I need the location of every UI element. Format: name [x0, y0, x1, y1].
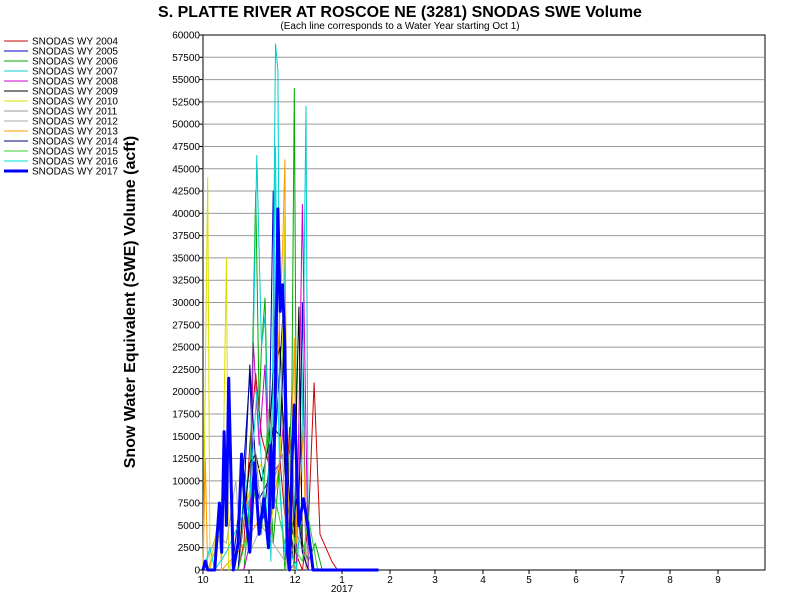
- y-tick-label: 25000: [172, 343, 200, 354]
- x-tick-label: 7: [619, 575, 625, 586]
- y-tick-label: 45000: [172, 164, 200, 175]
- y-tick-label: 30000: [172, 298, 200, 309]
- y-tick-label: 37500: [172, 231, 200, 242]
- x-tick-label: 10: [197, 575, 209, 586]
- y-tick-label: 42500: [172, 187, 200, 198]
- y-tick-label: 22500: [172, 365, 200, 376]
- x-axis: 10 11 12 1 2 3 4 5 6 7 8 9: [197, 570, 721, 586]
- x-tick-label: 3: [432, 575, 438, 586]
- y-tick-label: 0: [194, 566, 200, 577]
- legend-item-label: SNODAS WY 2014: [32, 137, 118, 148]
- x-tick-label: 12: [289, 575, 301, 586]
- y-tick-label: 55000: [172, 75, 200, 86]
- legend-item-label: SNODAS WY 2007: [32, 67, 118, 78]
- x-tick-label: 6: [573, 575, 579, 586]
- series-line-snodas-wy-2009: [237, 306, 309, 571]
- series-line-snodas-wy-2017: [201, 207, 379, 572]
- series-layer: [201, 43, 379, 572]
- chart-subtitle: (Each line corresponds to a Water Year s…: [280, 21, 519, 32]
- x-tick-label: 1: [339, 575, 345, 586]
- legend-item-label: SNODAS WY 2017: [32, 167, 118, 178]
- x-tick-label: 8: [667, 575, 673, 586]
- legend-item-label: SNODAS WY 2010: [32, 97, 118, 108]
- legend-item-label: SNODAS WY 2016: [32, 157, 118, 168]
- series-line-snodas-wy-2016: [202, 146, 298, 571]
- x-tick-label: 11: [244, 575, 255, 586]
- x-axis-year-label: 2017: [331, 584, 354, 595]
- chart-title: S. PLATTE RIVER AT ROSCOE NE (3281) SNOD…: [158, 4, 642, 21]
- y-tick-label: 35000: [172, 253, 200, 264]
- y-tick-label: 40000: [172, 209, 200, 220]
- y-tick-label: 15000: [172, 432, 200, 443]
- series-line-snodas-wy-2008: [243, 203, 309, 571]
- y-axis: 0 2500 5000 7500 10000 12500 15000 17500 20000 22…: [172, 31, 203, 577]
- y-tick-label: 57500: [172, 53, 200, 64]
- legend-item-label: SNODAS WY 2008: [32, 77, 118, 88]
- legend-item-label: SNODAS WY 2006: [32, 57, 118, 68]
- y-tick-label: 32500: [172, 276, 200, 287]
- y-tick-label: 20000: [172, 387, 200, 398]
- legend-item-label: SNODAS WY 2004: [32, 37, 118, 48]
- x-tick-label: 2: [387, 575, 393, 586]
- y-tick-label: 50000: [172, 120, 200, 131]
- y-tick-label: 47500: [172, 142, 200, 153]
- y-tick-label: 7500: [178, 499, 201, 510]
- legend-item-label: SNODAS WY 2011: [32, 107, 118, 118]
- y-tick-label: 17500: [172, 409, 200, 420]
- y-tick-label: 12500: [172, 454, 200, 465]
- y-tick-label: 2500: [178, 543, 201, 554]
- x-tick-label: 4: [480, 575, 486, 586]
- y-tick-label: 5000: [178, 521, 201, 532]
- legend-item-label: SNODAS WY 2012: [32, 117, 118, 128]
- x-tick-label: 9: [715, 575, 721, 586]
- y-tick-label: 52500: [172, 97, 200, 108]
- y-tick-label: 60000: [172, 31, 200, 42]
- y-tick-label: 27500: [172, 320, 200, 331]
- y-axis-title: Snow Water Equivalent (SWE) Volume (acft…: [122, 136, 139, 468]
- legend-item-label: SNODAS WY 2013: [32, 127, 118, 138]
- legend-item-label: SNODAS WY 2009: [32, 87, 118, 98]
- series-line-snodas-wy-2007: [237, 43, 309, 571]
- legend-item-label: SNODAS WY 2005: [32, 47, 118, 58]
- x-tick-label: 5: [526, 575, 532, 586]
- legend-item-label: SNODAS WY 2015: [32, 147, 118, 158]
- y-tick-label: 10000: [172, 476, 200, 487]
